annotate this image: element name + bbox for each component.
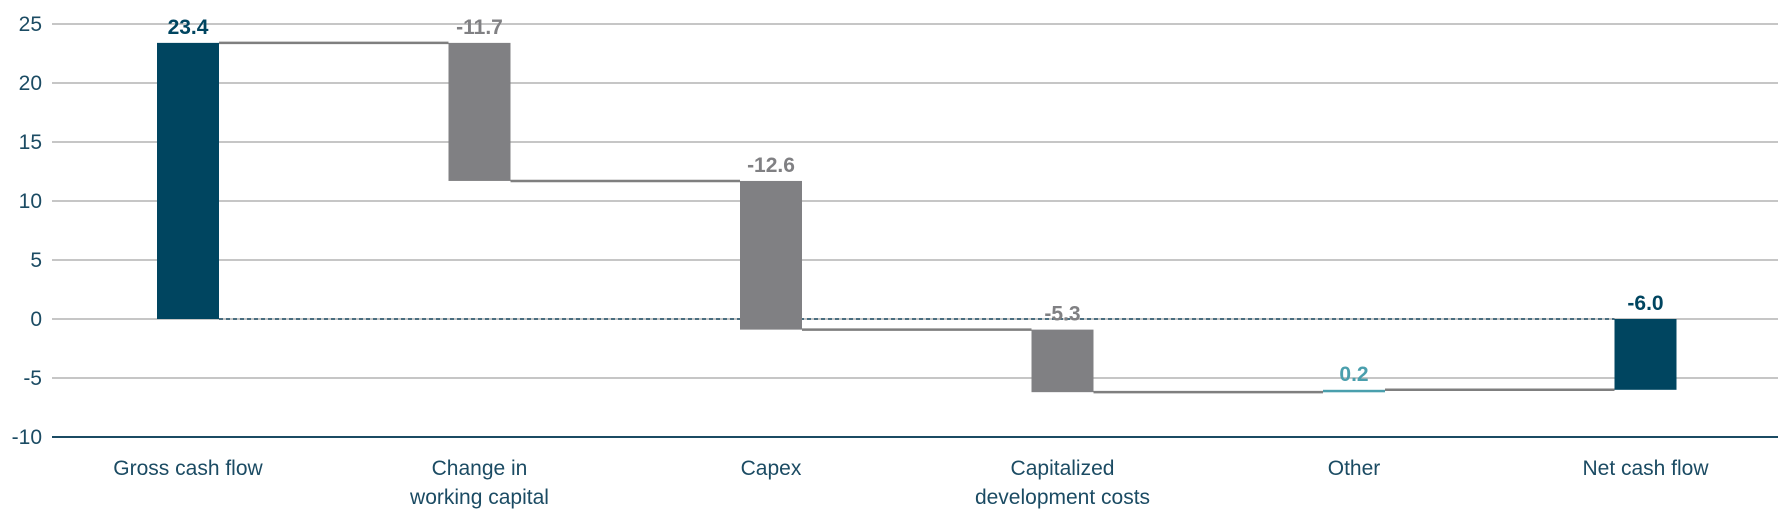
category-label: Gross cash flow [113,457,263,480]
data-label-3: -5.3 [1044,303,1080,326]
category-label: Net cash flow [1582,457,1709,480]
y-tick-label: 15 [19,131,42,154]
bars [157,42,1677,393]
y-tick-label: 25 [19,13,42,36]
data-label-1: -11.7 [456,16,503,39]
bar-2 [740,180,802,330]
category-labels: Gross cash flow Change in working capital C… [113,457,1709,509]
y-tick-label: -10 [12,426,42,449]
bar-4 [1323,389,1385,393]
category-label: Capitalized development costs [975,457,1150,509]
y-axis-tick-labels: 25 20 15 10 5 0 -5 -10 [12,13,42,449]
category-label: Other [1328,457,1381,480]
data-labels: 23.4 -11.7 -12.6 -5.3 0.2 -6.0 [168,16,1664,386]
y-tick-label: -5 [23,367,42,390]
data-label-5: -6.0 [1627,292,1663,315]
data-label-2: -12.6 [747,154,795,177]
y-tick-label: 0 [30,308,42,331]
data-label-0: 23.4 [168,16,209,39]
bar-3 [1031,329,1094,393]
data-label-4: 0.2 [1339,363,1368,386]
connector-lines [219,41,1615,394]
category-label: Change in working capital [409,457,549,509]
category-label: Capex [741,457,802,480]
bar-0 [157,42,219,319]
y-tick-label: 20 [19,72,42,95]
y-tick-label: 10 [19,190,42,213]
gridlines [52,23,1778,438]
bar-1 [448,42,511,181]
y-tick-label: 5 [30,249,42,272]
bar-5 [1614,319,1677,390]
